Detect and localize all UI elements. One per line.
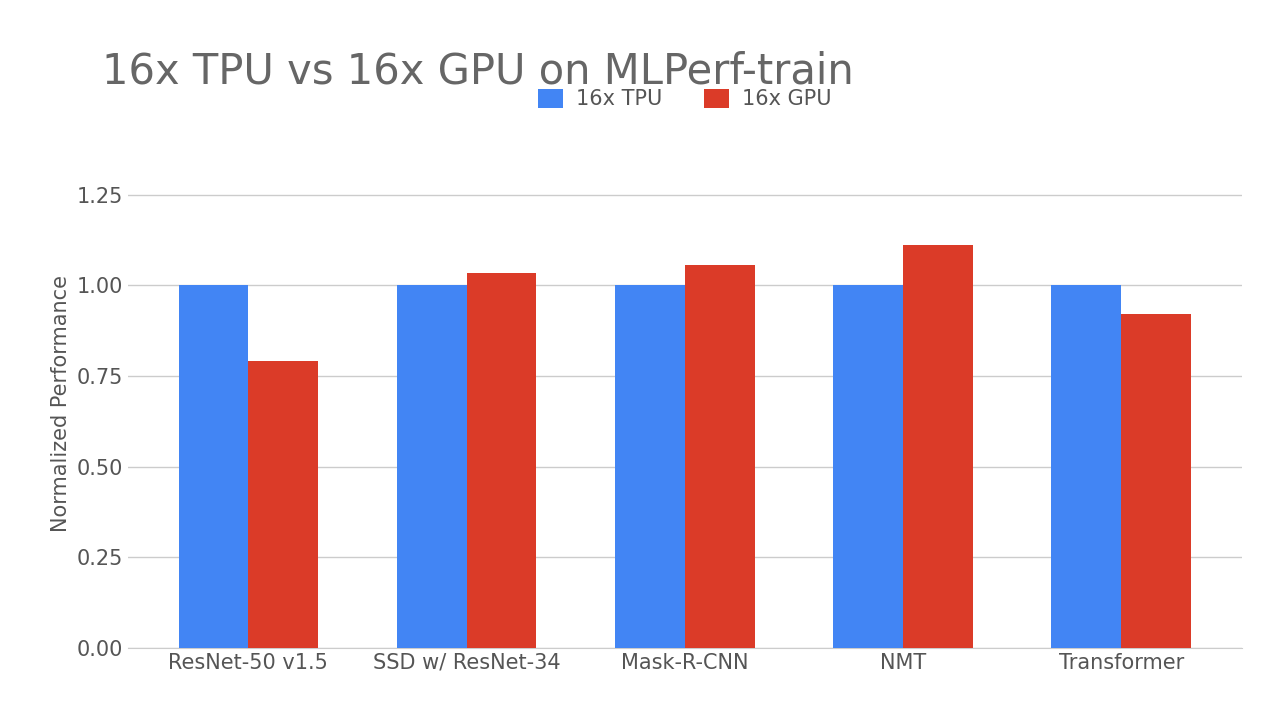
Bar [397, 285, 467, 648]
Text: 16x TPU vs 16x GPU on MLPerf-train: 16x TPU vs 16x GPU on MLPerf-train [102, 50, 854, 92]
Bar [248, 361, 319, 648]
Bar [902, 246, 973, 648]
Bar [833, 285, 902, 648]
Bar [685, 266, 755, 648]
Bar [1051, 285, 1121, 648]
Bar [614, 285, 685, 648]
Bar [179, 285, 248, 648]
Y-axis label: Normalized Performance: Normalized Performance [51, 275, 72, 531]
Legend: 16x TPU, 16x GPU: 16x TPU, 16x GPU [530, 81, 840, 118]
Bar [1121, 315, 1190, 648]
Bar [467, 273, 536, 648]
